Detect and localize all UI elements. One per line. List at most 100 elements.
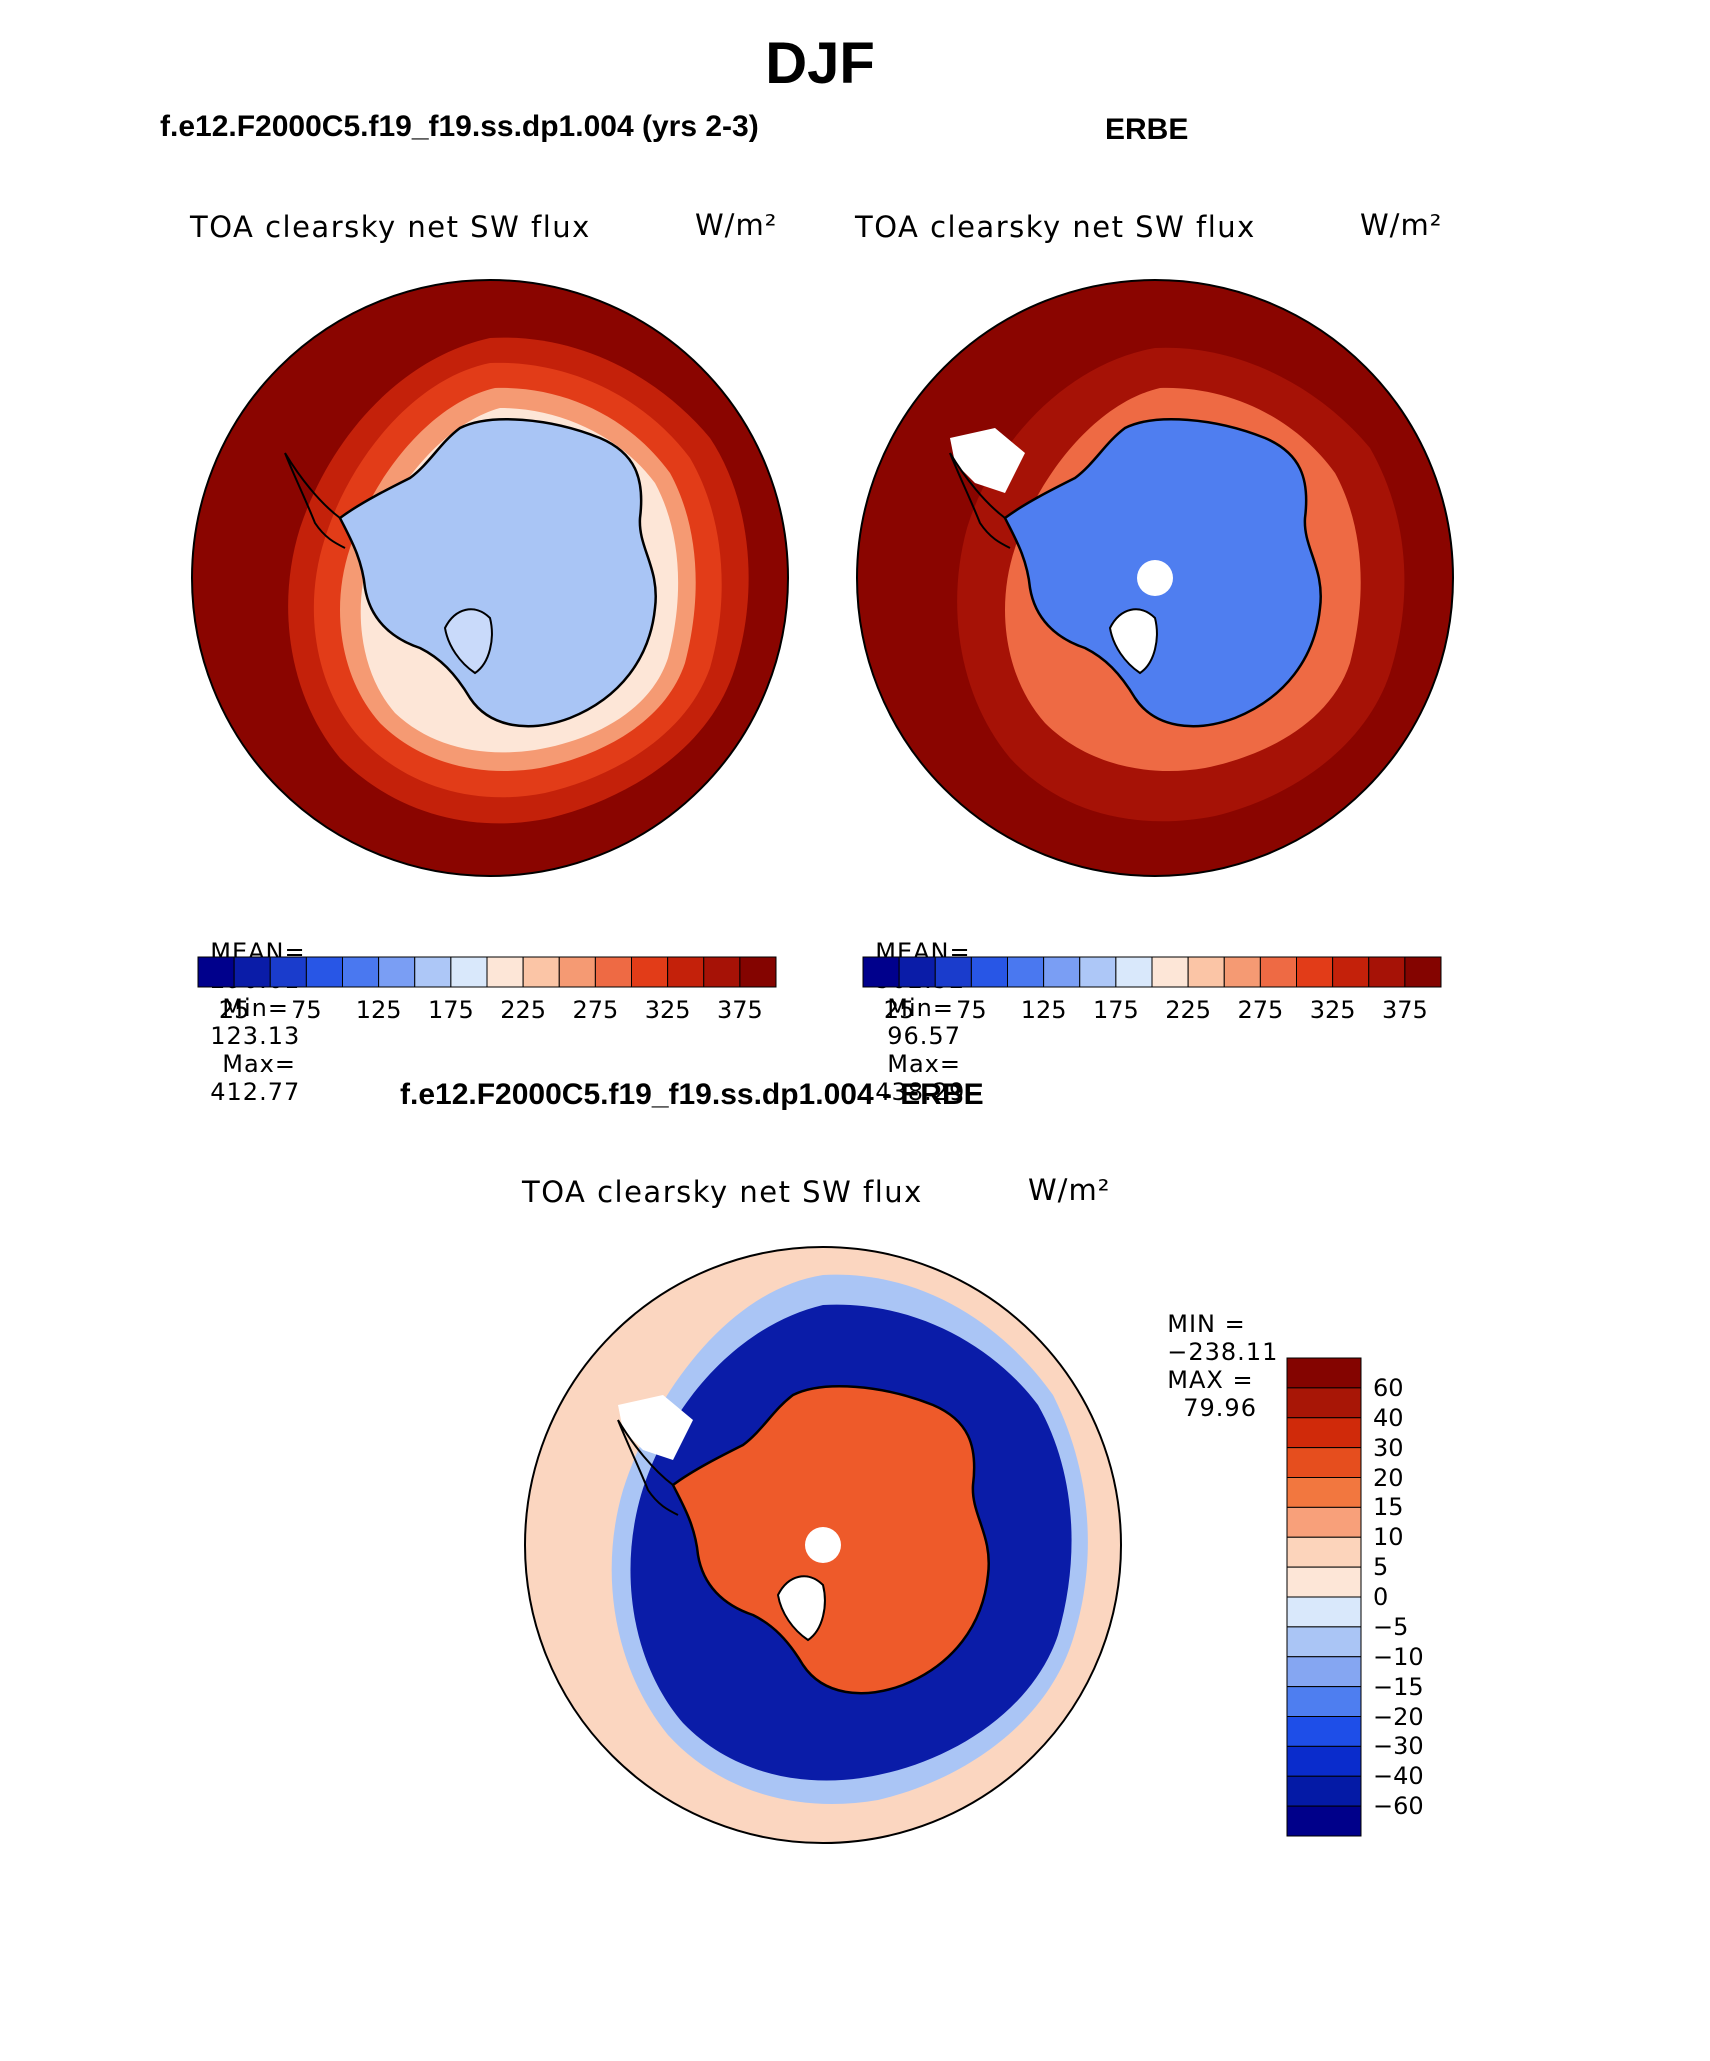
colorbar-tick-label: 10	[1373, 1523, 1404, 1552]
colorbar-tick-label: 275	[572, 996, 619, 1024]
colorbar-swatch	[1079, 956, 1117, 988]
colorbar-tick-label: 75	[956, 996, 987, 1024]
colorbar-swatch	[486, 956, 524, 988]
panel-1-units-label: W/m²	[695, 208, 778, 242]
colorbar-swatch	[1187, 956, 1225, 988]
panel-2-variable-label: TOA clearsky net SW flux	[855, 210, 1256, 244]
max-value: 438.29	[875, 1078, 966, 1106]
panel-3-colorbar	[1286, 1357, 1362, 1837]
colorbar-tick-label: 30	[1373, 1433, 1404, 1462]
max-label: MAX =	[1167, 1366, 1254, 1394]
colorbar-tick-label: 5	[1373, 1553, 1389, 1582]
colorbar-swatch	[522, 956, 560, 988]
colorbar-swatch	[1286, 1775, 1362, 1807]
colorbar-swatch	[1286, 1506, 1362, 1538]
max-value: 412.77	[210, 1078, 301, 1106]
panel-1-map	[191, 279, 789, 877]
colorbar-swatch	[1286, 1656, 1362, 1688]
antarctica-coastline	[338, 418, 657, 728]
colorbar-swatch	[1286, 1387, 1362, 1419]
colorbar-swatch	[1296, 956, 1334, 988]
colorbar-tick-label: 125	[1020, 996, 1067, 1024]
panel-3-stats: MIN = −238.11 MAX = 79.96	[1150, 1282, 1278, 1422]
pole-hole	[1137, 560, 1173, 596]
colorbar-tick-label: −15	[1373, 1672, 1424, 1701]
peninsula-coastline	[949, 452, 1011, 549]
pole-hole	[805, 1527, 841, 1563]
colorbar-swatch	[1332, 956, 1370, 988]
colorbar-swatch	[414, 956, 452, 988]
colorbar-swatch	[1259, 956, 1297, 988]
colorbar-tick-label: −60	[1373, 1792, 1424, 1821]
colorbar-tick-label: 275	[1237, 996, 1284, 1024]
colorbar-swatch	[934, 956, 972, 988]
panel-1-title: f.e12.F2000C5.f19_f19.ss.dp1.004 (yrs 2-…	[160, 110, 759, 143]
colorbar-swatch	[305, 956, 343, 988]
colorbar-tick-label: 75	[291, 996, 322, 1024]
ross-ice-shelf	[1108, 608, 1158, 675]
colorbar-swatch	[1286, 1477, 1362, 1508]
colorbar-swatch	[1286, 1745, 1362, 1777]
colorbar-swatch	[631, 956, 669, 988]
colorbar-tick-label: −40	[1373, 1762, 1424, 1791]
missing-data-peninsula	[618, 1395, 693, 1460]
colorbar-swatch	[594, 956, 632, 988]
colorbar-tick-label: 325	[644, 996, 691, 1024]
panel-3-title: f.e12.F2000C5.f19_f19.ss.dp1.004 - ERBE	[400, 1078, 984, 1111]
colorbar-swatch	[1286, 1626, 1362, 1658]
colorbar-swatch	[1043, 956, 1081, 988]
panel-3-colorbar-ticks: 60 40 30 20 15 10 5 0 −5 −10 −15 −20 −30 −40 −60	[1373, 1358, 1453, 1836]
colorbar-swatch	[269, 956, 307, 988]
max-value: 79.96	[1183, 1394, 1257, 1422]
colorbar-tick-label: 125	[355, 996, 402, 1024]
antarctica-field	[340, 419, 656, 727]
min-value: 123.13	[210, 1022, 301, 1050]
peninsula-coastline	[284, 452, 346, 549]
colorbar-swatch	[1286, 1536, 1362, 1568]
colorbar-swatch	[1404, 956, 1442, 988]
min-value: −238.11	[1167, 1338, 1279, 1366]
min-label: Min=	[222, 994, 289, 1022]
panel-2-colorbar	[862, 956, 1442, 988]
colorbar-swatch	[898, 956, 936, 988]
panel-2-title: ERBE	[1105, 113, 1189, 146]
panel-1-colorbar	[197, 956, 777, 988]
colorbar-swatch	[1007, 956, 1045, 988]
colorbar-tick-label: 20	[1373, 1463, 1404, 1492]
panel-2-units-label: W/m²	[1360, 208, 1443, 242]
colorbar-swatch	[862, 956, 900, 988]
panel-1-colorbar-ticks: 25 75 125 175 225 275 325 375	[198, 996, 776, 1026]
ross-ice-shelf	[776, 1575, 826, 1642]
colorbar-swatch	[378, 956, 416, 988]
colorbar-tick-label: 60	[1373, 1373, 1404, 1402]
map-boundary	[191, 279, 789, 877]
colorbar-tick-label: 15	[1373, 1493, 1404, 1522]
colorbar-swatch	[197, 956, 235, 988]
min-value: 96.57	[887, 1022, 961, 1050]
colorbar-swatch	[970, 956, 1008, 988]
colorbar-swatch	[1286, 1686, 1362, 1717]
colorbar-swatch	[703, 956, 741, 988]
antarctica-coastline	[1003, 418, 1322, 728]
colorbar-swatch	[1115, 956, 1153, 988]
min-label: MIN =	[1167, 1310, 1246, 1338]
colorbar-tick-label: 175	[1092, 996, 1139, 1024]
colorbar-tick-label: 25	[218, 996, 250, 1024]
colorbar-tick-label: 325	[1309, 996, 1356, 1024]
colorbar-tick-label: 40	[1373, 1403, 1404, 1432]
panel-2-map	[856, 279, 1454, 877]
colorbar-swatch	[233, 956, 271, 988]
max-label: Max=	[887, 1050, 961, 1078]
colorbar-swatch	[342, 956, 380, 988]
colorbar-tick-label: 375	[1381, 996, 1428, 1024]
colorbar-swatch	[450, 956, 488, 988]
colorbar-tick-label: 375	[716, 996, 763, 1024]
panel-3-units-label: W/m²	[1028, 1173, 1111, 1207]
colorbar-swatch	[1151, 956, 1189, 988]
colorbar-swatch	[1286, 1357, 1362, 1389]
colorbar-tick-label: −20	[1373, 1702, 1424, 1731]
max-label: Max=	[222, 1050, 296, 1078]
ross-ice-shelf	[443, 608, 493, 675]
map-boundary	[524, 1246, 1122, 1844]
min-label: Min=	[887, 994, 954, 1022]
